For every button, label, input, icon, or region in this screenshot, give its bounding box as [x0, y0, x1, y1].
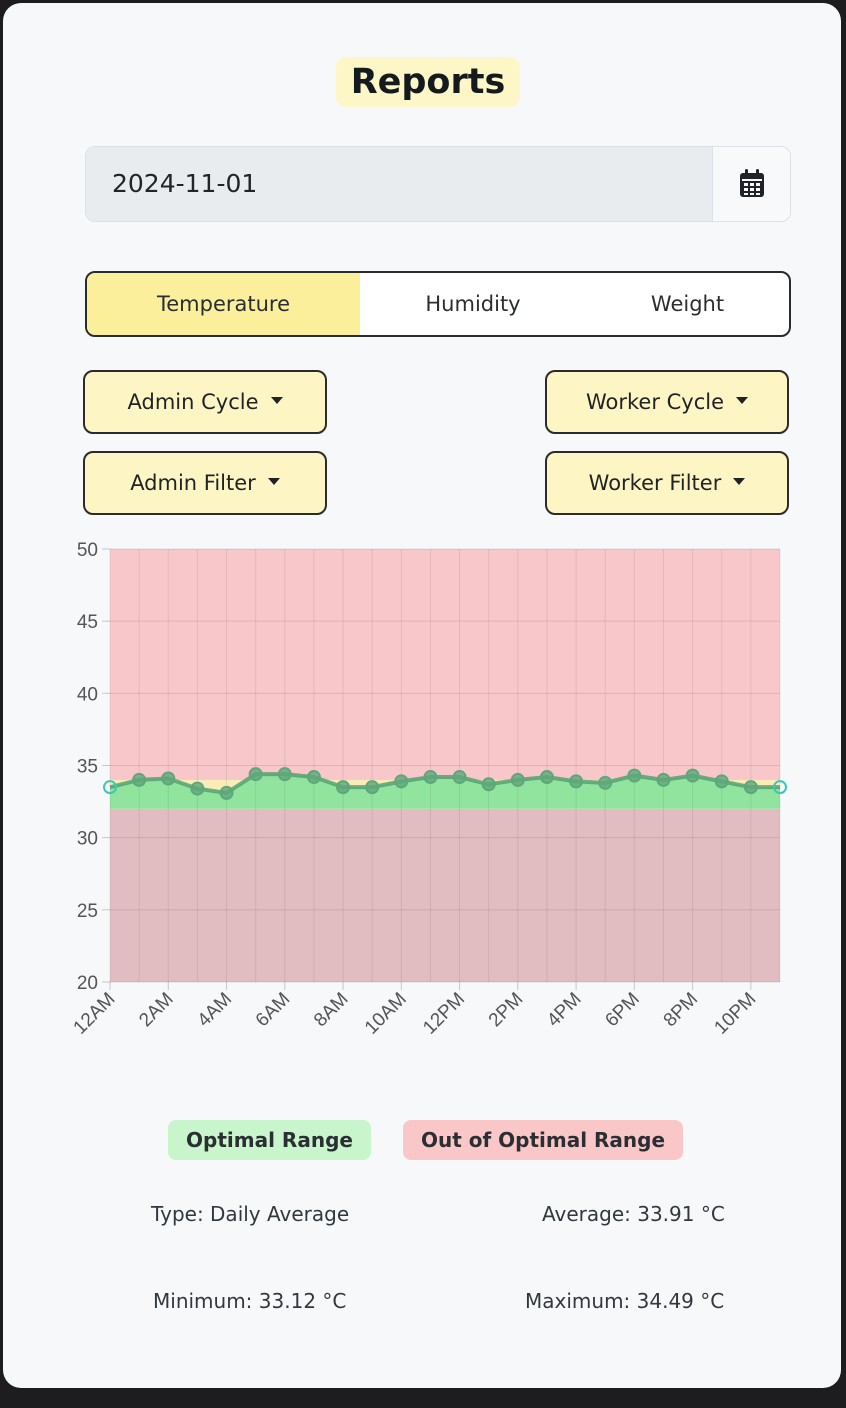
x-tick-label: 4PM [543, 989, 585, 1031]
metric-tabs: Temperature Humidity Weight [85, 271, 791, 337]
data-point [656, 772, 671, 787]
admin-cycle-label: Admin Cycle [127, 390, 259, 414]
caret-down-icon [267, 477, 280, 485]
data-point [306, 770, 321, 785]
tab-weight[interactable]: Weight [650, 292, 725, 316]
data-point [773, 780, 787, 795]
data-point [336, 780, 351, 795]
x-tick-label: 10PM [710, 989, 760, 1039]
data-point [161, 771, 176, 786]
calendar-button[interactable] [712, 147, 790, 221]
data-point [394, 774, 409, 789]
data-point [248, 767, 263, 782]
x-tick-label: 2PM [485, 989, 527, 1031]
tab-humidity[interactable]: Humidity [425, 292, 521, 316]
stat-minimum: Minimum: 33.12 °C [153, 1289, 347, 1313]
temperature-chart: 20 25 30 35 40 45 50 12AM 2AM 4AM 6AM 8AM 10AM 12PM 2P… [70, 540, 787, 1039]
y-tick-label: 50 [77, 540, 98, 561]
stat-type: Type: Daily Average [151, 1202, 350, 1226]
tab-temperature[interactable]: Temperature [87, 273, 360, 335]
x-tick-label: 6PM [601, 989, 643, 1031]
x-tick-label: 8AM [310, 989, 352, 1031]
stat-average: Average: 33.91 °C [542, 1202, 725, 1226]
date-picker[interactable]: 2024-11-01 [85, 146, 791, 222]
data-point [219, 785, 234, 800]
lower-out-of-range-band [110, 808, 780, 982]
admin-filter-label: Admin Filter [130, 471, 256, 495]
stat-maximum: Maximum: 34.49 °C [525, 1289, 725, 1313]
y-tick-label: 45 [77, 612, 98, 633]
legend-optimal-range: Optimal Range [168, 1120, 371, 1160]
data-point [103, 780, 117, 795]
data-point [743, 780, 758, 795]
worker-cycle-label: Worker Cycle [585, 390, 725, 414]
data-point [510, 772, 525, 787]
data-point [569, 774, 584, 789]
data-point [277, 767, 292, 782]
upper-out-of-range-band [110, 549, 780, 780]
x-tick-label: 12PM [419, 989, 469, 1039]
admin-filter-dropdown[interactable]: Admin Filter [83, 451, 327, 515]
x-tick-label: 12AM [70, 989, 120, 1039]
page-title: Reports [336, 57, 520, 107]
y-tick-label: 35 [77, 757, 98, 778]
data-point [190, 781, 205, 796]
data-point [365, 780, 380, 795]
app-screen: Reports 2024-11-01 Temperature Humidity … [3, 3, 841, 1388]
worker-cycle-dropdown[interactable]: Worker Cycle [545, 370, 789, 434]
caret-down-icon [736, 396, 749, 404]
x-tick-label: 10AM [361, 989, 411, 1039]
data-point [452, 770, 467, 785]
caret-down-icon [270, 396, 283, 404]
admin-cycle-dropdown[interactable]: Admin Cycle [83, 370, 327, 434]
y-tick-label: 20 [77, 973, 98, 994]
x-tick-label: 4AM [194, 989, 236, 1031]
data-point [627, 768, 642, 783]
date-input[interactable]: 2024-11-01 [86, 147, 712, 221]
data-point [685, 768, 700, 783]
data-point [598, 775, 613, 790]
x-tick-label: 8PM [660, 989, 702, 1031]
y-tick-label: 30 [77, 829, 98, 850]
data-point [714, 774, 729, 789]
data-point [481, 777, 496, 792]
y-tick-label: 40 [77, 684, 98, 705]
worker-filter-label: Worker Filter [588, 471, 722, 495]
data-point [423, 770, 438, 785]
worker-filter-dropdown[interactable]: Worker Filter [545, 451, 789, 515]
caret-down-icon [733, 477, 746, 485]
x-tick-label: 6AM [252, 989, 294, 1031]
data-point [132, 772, 147, 787]
x-tick-label: 2AM [135, 989, 177, 1031]
calendar-icon [739, 169, 764, 197]
legend-out-of-optimal-range: Out of Optimal Range [403, 1120, 683, 1160]
y-tick-label: 25 [77, 901, 98, 922]
data-point [539, 770, 554, 785]
